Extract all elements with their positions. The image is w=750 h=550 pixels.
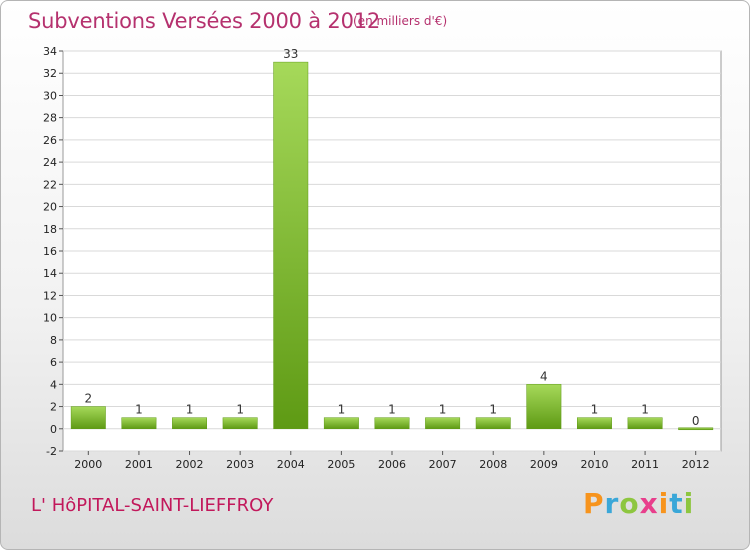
x-tick-label: 2011 <box>631 458 659 471</box>
logo-letter: o <box>619 487 640 520</box>
y-tick-label: -2 <box>46 445 57 458</box>
bar-2008 <box>475 417 511 430</box>
bar-2003 <box>222 417 258 430</box>
y-tick-label: 14 <box>43 267 57 280</box>
y-tick-label: 4 <box>50 378 57 391</box>
bar-value-label: 1 <box>236 403 244 417</box>
x-tick-label: 2001 <box>125 458 153 471</box>
bar-2009 <box>526 384 562 430</box>
bar-2002 <box>172 417 207 430</box>
bar-2005 <box>323 417 359 430</box>
bar-value-label: 1 <box>186 403 194 417</box>
y-tick-label: 24 <box>43 156 57 169</box>
y-tick-label: 18 <box>43 223 57 236</box>
y-tick-label: 6 <box>50 356 57 369</box>
bar-value-label: 1 <box>338 403 346 417</box>
bar-2007 <box>425 417 461 430</box>
y-tick-label: 30 <box>43 89 57 102</box>
x-tick-label: 2004 <box>277 458 305 471</box>
x-tick-label: 2008 <box>479 458 507 471</box>
x-tick-label: 2006 <box>378 458 406 471</box>
bar-value-label: 33 <box>283 47 298 61</box>
chart-title: Subventions Versées 2000 à 2012 <box>28 9 381 33</box>
x-tick-label: 2012 <box>682 458 710 471</box>
logo-letter: i <box>683 487 695 520</box>
x-tick-label: 2002 <box>176 458 204 471</box>
bar-value-label: 0 <box>692 414 700 428</box>
bar-value-label: 1 <box>135 403 143 417</box>
y-tick-label: 10 <box>43 312 57 325</box>
bar-value-label: 1 <box>439 403 447 417</box>
y-tick-label: 32 <box>43 67 57 80</box>
unit-note: (en milliers d'€) <box>353 14 448 28</box>
x-tick-label: 2003 <box>226 458 254 471</box>
logo-letter: r <box>604 487 620 520</box>
bar-value-label: 1 <box>388 403 396 417</box>
x-tick-label: 2000 <box>74 458 102 471</box>
y-tick-label: 8 <box>50 334 57 347</box>
y-tick-label: 26 <box>43 134 57 147</box>
proxiti-logo: Proxiti <box>583 487 694 520</box>
logo-letter: t <box>669 487 684 520</box>
x-tick-label: 2007 <box>429 458 457 471</box>
bars: 2 1 1 1 33 1 1 1 1 4 1 1 0 <box>70 47 714 431</box>
x-axis-ticks: 2000 2001 2002 2003 2004 2005 2006 2007 2008 2009… <box>74 451 710 471</box>
logo-letter: P <box>583 487 605 520</box>
bar-value-label: 2 <box>84 392 92 406</box>
bar-value-label: 4 <box>540 369 548 383</box>
bar-value-label: 1 <box>489 403 497 417</box>
bar-2004 <box>273 61 309 430</box>
y-tick-label: 2 <box>50 401 57 414</box>
y-tick-label: 20 <box>43 201 57 214</box>
bar-2010 <box>577 417 612 430</box>
x-tick-label: 2005 <box>327 458 355 471</box>
bar-2000 <box>70 406 106 430</box>
y-tick-label: 16 <box>43 245 57 258</box>
y-tick-label: 22 <box>43 178 57 191</box>
bar-2006 <box>374 417 410 430</box>
x-tick-label: 2010 <box>580 458 608 471</box>
bar-value-label: 1 <box>591 403 599 417</box>
y-tick-label: 0 <box>50 423 57 436</box>
bar-2001 <box>121 417 157 430</box>
bar-value-label: 1 <box>641 403 649 417</box>
logo-letter: i <box>658 487 670 520</box>
y-tick-label: 28 <box>43 112 57 125</box>
y-tick-label: 12 <box>43 289 57 302</box>
bar-2011 <box>627 417 663 430</box>
logo-letter: x <box>639 487 659 520</box>
bar-2012 <box>678 427 714 431</box>
commune-name: L' HôPITAL-SAINT-LIEFFROY <box>31 495 274 516</box>
x-tick-label: 2009 <box>530 458 558 471</box>
y-tick-label: 34 <box>43 45 57 58</box>
